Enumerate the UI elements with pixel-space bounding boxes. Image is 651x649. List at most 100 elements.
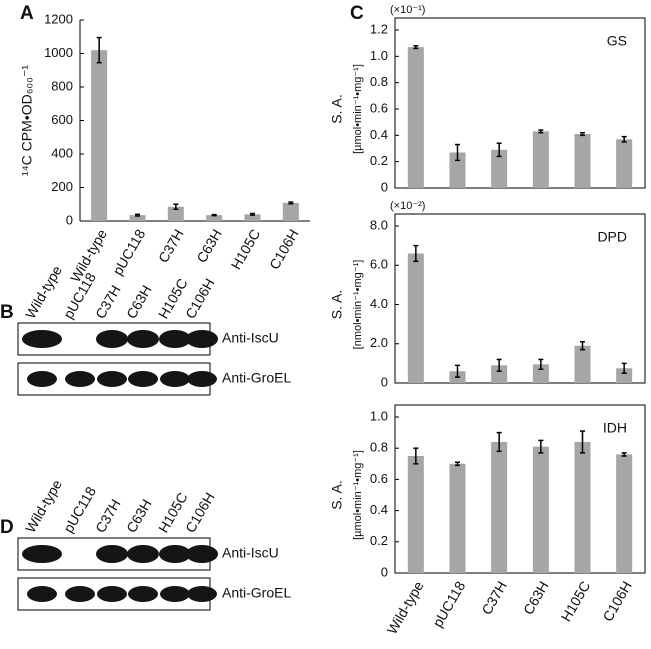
panel-label: A [20, 3, 34, 24]
bar [574, 345, 591, 383]
y-tick-label: 4.0 [370, 296, 388, 311]
blot-band [187, 586, 217, 602]
y-tick-label: 0 [381, 564, 388, 579]
blot-band [186, 330, 218, 348]
y-tick-label: 0.4 [370, 502, 388, 517]
y-tick-label: 0 [381, 179, 388, 194]
band-label: Anti-GroEL [222, 370, 291, 386]
blot-band [186, 545, 218, 563]
y-axis-label: S. A. [329, 290, 345, 320]
lane-label: C63H [123, 496, 155, 535]
bar [616, 368, 633, 383]
bar [491, 365, 508, 383]
blot-band [96, 330, 128, 348]
scale-note: (×10⁻¹) [390, 4, 425, 16]
bar [532, 364, 549, 383]
y-axis-label: S. A. [329, 480, 345, 510]
plot-frame [394, 404, 646, 574]
bar [91, 50, 108, 222]
y-tick-label: 200 [51, 179, 73, 194]
band-label: Anti-IscU [222, 545, 279, 561]
blot-band [22, 545, 62, 563]
annotation: GS [607, 33, 627, 49]
x-tick-label: pUC118 [109, 226, 148, 278]
band-label: Anti-GroEL [222, 585, 291, 601]
blot-band [27, 371, 57, 387]
bar [206, 215, 223, 221]
y-tick-label: 1.0 [370, 408, 388, 423]
scale-note: (×10⁻²) [390, 200, 425, 212]
y-axis-unit: [nmol•min⁻¹•mg⁻¹] [352, 260, 364, 350]
bar [491, 149, 508, 188]
x-tick-label: C37H [155, 226, 187, 265]
bar [244, 214, 261, 221]
bar [449, 463, 466, 573]
x-tick-label: pUC118 [429, 578, 468, 630]
band-label: Anti-IscU [222, 330, 279, 346]
blot-band [187, 371, 217, 387]
bar [574, 441, 591, 573]
lane-label: Wild-type [22, 263, 65, 322]
panel-label: D [0, 517, 14, 538]
x-tick-label: C63H [193, 226, 225, 265]
plot-frame [394, 213, 646, 384]
blot-band [27, 586, 57, 602]
y-tick-label: 8.0 [370, 217, 388, 232]
x-tick-label: C106H [266, 226, 302, 272]
annotation: IDH [603, 420, 627, 436]
y-tick-label: 400 [51, 145, 73, 160]
bar [167, 206, 184, 221]
blot-band [128, 371, 158, 387]
bar [449, 152, 466, 188]
blot-band [65, 586, 95, 602]
bar [532, 131, 549, 188]
blot-band [97, 371, 127, 387]
blot-band [159, 330, 191, 348]
y-tick-label: 0.4 [370, 127, 388, 142]
blot-band [127, 330, 159, 348]
y-tick-label: 800 [51, 78, 73, 93]
y-tick-label: 6.0 [370, 257, 388, 272]
blot-band [96, 545, 128, 563]
x-tick-label: C63H [520, 578, 552, 617]
bar [491, 441, 508, 573]
bar [407, 47, 424, 188]
bar [532, 446, 549, 573]
x-tick-label: C106H [599, 578, 635, 624]
lane-label: C63H [123, 282, 155, 321]
bar [407, 456, 424, 573]
y-tick-label: 0.2 [370, 533, 388, 548]
y-axis-label: ¹⁴C CPM•OD₆₀₀⁻¹ [19, 65, 35, 176]
blot-band [160, 371, 190, 387]
y-tick-label: 1.0 [370, 48, 388, 63]
y-tick-label: 1.2 [370, 21, 388, 36]
blot-band [127, 545, 159, 563]
y-axis-label: S. A. [329, 94, 345, 124]
y-axis-unit: [µmol•min⁻¹•mg⁻¹] [352, 450, 364, 540]
blot-band [160, 586, 190, 602]
y-tick-label: 2.0 [370, 335, 388, 350]
plot-frame [394, 17, 646, 189]
blot-band [97, 586, 127, 602]
bar [574, 134, 591, 188]
blot-band [159, 545, 191, 563]
x-tick-label: H105C [558, 578, 594, 624]
bar [282, 202, 299, 221]
y-tick-label: 0 [381, 374, 388, 389]
blot-band [65, 371, 95, 387]
bar [407, 253, 424, 383]
y-tick-label: 0.2 [370, 153, 388, 168]
y-tick-label: 1000 [44, 45, 73, 60]
x-tick-label: H105C [228, 226, 264, 272]
y-tick-label: 0.8 [370, 74, 388, 89]
y-tick-label: 0 [66, 212, 73, 227]
y-tick-label: 0.6 [370, 100, 388, 115]
y-tick-label: 0.6 [370, 471, 388, 486]
bar [129, 215, 146, 221]
x-tick-label: C37H [478, 578, 510, 617]
panel-label: C [350, 3, 364, 24]
lane-label: C37H [92, 282, 124, 321]
blot-band [128, 586, 158, 602]
lane-label: Wild-type [22, 477, 65, 536]
